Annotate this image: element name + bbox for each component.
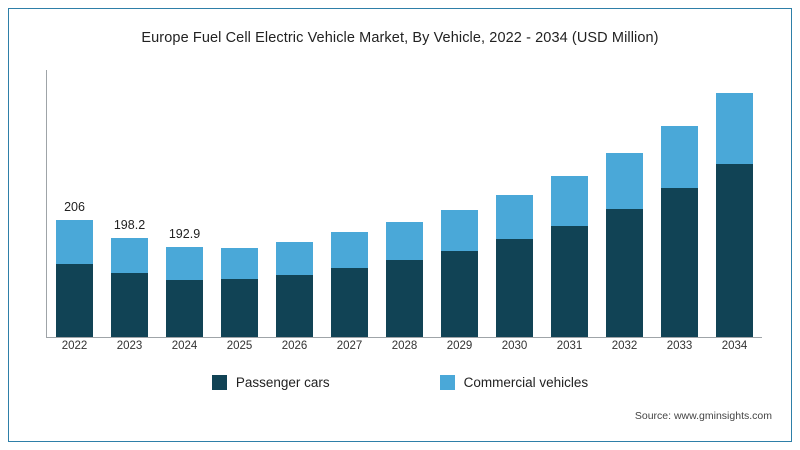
- stacked-bar[interactable]: [661, 125, 698, 337]
- bar-group: [270, 70, 320, 337]
- bar-group: [710, 70, 760, 337]
- bar-group: [380, 70, 430, 337]
- x-tick-label: 2027: [336, 340, 363, 352]
- legend-swatch-passenger-cars: [211, 375, 227, 390]
- stacked-bar[interactable]: [166, 247, 203, 337]
- bar-segment-commercial-vehicles[interactable]: [661, 125, 698, 189]
- stacked-bar[interactable]: [56, 220, 93, 337]
- bar-series-container: 206 198.2 192.9: [47, 70, 762, 337]
- bar-group: [490, 70, 540, 337]
- bar-value-label: 192.9: [168, 227, 201, 242]
- x-axis-line: [46, 337, 762, 338]
- bar-segment-commercial-vehicles[interactable]: [551, 175, 588, 226]
- bar-segment-passenger-cars[interactable]: [661, 188, 698, 337]
- bar-segment-commercial-vehicles[interactable]: [606, 152, 643, 209]
- bar-segment-passenger-cars[interactable]: [111, 273, 148, 337]
- bar-group: [215, 70, 265, 337]
- bar-segment-passenger-cars[interactable]: [606, 208, 643, 337]
- x-axis-tick-labels: 2022 2023 2024 2025 2026 2027 2028 2029 2030 2031…: [47, 340, 762, 352]
- x-tick-label: 2034: [721, 340, 748, 352]
- x-tick-label: 2025: [226, 340, 253, 352]
- stacked-bar[interactable]: [331, 232, 368, 337]
- plot-area: 206 198.2 192.9: [46, 70, 762, 338]
- bar-segment-commercial-vehicles[interactable]: [276, 241, 313, 275]
- bar-segment-passenger-cars[interactable]: [331, 267, 368, 337]
- bar-segment-passenger-cars[interactable]: [166, 280, 203, 337]
- bar-group: 198.2: [105, 70, 155, 337]
- legend-item-commercial-vehicles[interactable]: Commercial vehicles: [439, 375, 589, 390]
- y-axis-line: [46, 70, 47, 338]
- stacked-bar[interactable]: [441, 209, 478, 337]
- bar-segment-commercial-vehicles[interactable]: [166, 247, 203, 281]
- bar-segment-passenger-cars[interactable]: [276, 274, 313, 337]
- chart-legend: Passenger cars Commercial vehicles: [0, 375, 800, 390]
- legend-label-passenger-cars: Passenger cars: [235, 375, 330, 390]
- stacked-bar[interactable]: [386, 222, 423, 337]
- stacked-bar[interactable]: [111, 237, 148, 337]
- bar-segment-passenger-cars[interactable]: [56, 264, 93, 337]
- x-tick-label: 2023: [116, 340, 143, 352]
- bar-segment-commercial-vehicles[interactable]: [111, 237, 148, 274]
- bar-group: [600, 70, 650, 337]
- chart-title: Europe Fuel Cell Electric Vehicle Market…: [141, 30, 659, 46]
- bar-segment-commercial-vehicles[interactable]: [386, 222, 423, 260]
- bar-group: [545, 70, 595, 337]
- bar-segment-passenger-cars[interactable]: [716, 163, 753, 337]
- legend-label-commercial-vehicles: Commercial vehicles: [463, 375, 589, 390]
- bar-segment-commercial-vehicles[interactable]: [221, 247, 258, 280]
- bar-value-label: 198.2: [113, 217, 146, 232]
- source-attribution: Source: www.gminsights.com: [634, 410, 772, 422]
- stacked-bar[interactable]: [276, 241, 313, 337]
- x-tick-label: 2022: [61, 340, 88, 352]
- bar-group: [325, 70, 375, 337]
- legend-swatch-commercial-vehicles: [439, 375, 455, 390]
- stacked-bar[interactable]: [606, 152, 643, 337]
- bar-segment-commercial-vehicles[interactable]: [441, 209, 478, 251]
- bar-value-label: 206: [64, 199, 85, 214]
- stacked-bar[interactable]: [551, 175, 588, 337]
- legend-item-passenger-cars[interactable]: Passenger cars: [211, 375, 330, 390]
- bar-segment-commercial-vehicles[interactable]: [56, 220, 93, 265]
- x-tick-label: 2026: [281, 340, 308, 352]
- stacked-bar[interactable]: [496, 195, 533, 337]
- bar-segment-passenger-cars[interactable]: [441, 250, 478, 337]
- bar-segment-passenger-cars[interactable]: [496, 239, 533, 337]
- x-tick-label: 2024: [171, 340, 198, 352]
- bar-segment-passenger-cars[interactable]: [221, 279, 258, 337]
- x-tick-label: 2029: [446, 340, 473, 352]
- bar-group: [655, 70, 705, 337]
- x-tick-label: 2033: [666, 340, 693, 352]
- bar-segment-passenger-cars[interactable]: [551, 225, 588, 337]
- stacked-bar[interactable]: [716, 93, 753, 337]
- bar-segment-passenger-cars[interactable]: [386, 259, 423, 337]
- x-tick-label: 2028: [391, 340, 418, 352]
- bar-group: [435, 70, 485, 337]
- bar-segment-commercial-vehicles[interactable]: [496, 195, 533, 240]
- x-tick-label: 2031: [556, 340, 583, 352]
- x-tick-label: 2030: [501, 340, 528, 352]
- bar-group: 206: [50, 70, 100, 337]
- bar-segment-commercial-vehicles[interactable]: [716, 93, 753, 164]
- x-tick-label: 2032: [611, 340, 638, 352]
- bar-group: 192.9: [160, 70, 210, 337]
- stacked-bar[interactable]: [221, 247, 258, 337]
- bar-segment-commercial-vehicles[interactable]: [331, 232, 368, 268]
